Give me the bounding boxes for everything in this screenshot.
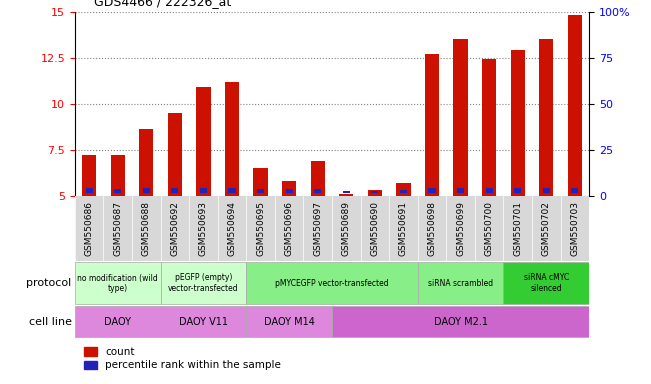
Bar [428,187,436,194]
Bar [171,187,178,194]
Bar [75,262,161,305]
Bar [282,181,296,196]
Text: GSM550701: GSM550701 [513,201,522,256]
Bar [418,262,503,305]
Bar [161,306,246,337]
Bar [510,50,525,196]
Bar [161,262,246,305]
Text: GSM550702: GSM550702 [542,201,551,256]
Text: GSM550692: GSM550692 [171,201,180,256]
Text: GSM550697: GSM550697 [313,201,322,256]
Bar [111,155,125,196]
Bar [253,168,268,196]
Text: pMYCEGFP vector-transfected: pMYCEGFP vector-transfected [275,279,389,288]
Bar [368,190,382,196]
Text: cell line: cell line [29,316,72,327]
Text: GDS4466 / 222326_at: GDS4466 / 222326_at [94,0,232,8]
Text: GSM550687: GSM550687 [113,201,122,256]
Bar [229,187,236,194]
Text: GSM550688: GSM550688 [142,201,151,256]
Bar [454,39,467,196]
Text: GSM550700: GSM550700 [484,201,493,256]
Bar [396,183,411,196]
Text: siRNA cMYC
silenced: siRNA cMYC silenced [523,273,569,293]
Text: no modification (wild
type): no modification (wild type) [77,273,158,293]
Text: pEGFP (empty)
vector-transfected: pEGFP (empty) vector-transfected [168,273,239,293]
Bar [143,188,150,194]
Bar [85,188,92,194]
Text: GSM550693: GSM550693 [199,201,208,256]
Text: DAOY V11: DAOY V11 [179,316,228,327]
Text: GSM550698: GSM550698 [428,201,437,256]
Text: GSM550691: GSM550691 [399,201,408,256]
Bar [114,189,121,194]
Bar [503,262,589,305]
Text: DAOY M14: DAOY M14 [264,316,314,327]
Bar [400,190,407,194]
Bar [246,306,332,337]
Bar [75,306,161,337]
Bar [286,189,293,194]
Bar [314,189,322,194]
Bar [342,191,350,194]
Bar [457,187,464,194]
Bar [311,161,325,196]
Text: GSM550696: GSM550696 [284,201,294,256]
Bar [139,129,154,196]
Text: siRNA scrambled: siRNA scrambled [428,279,493,288]
Bar [339,194,353,196]
Bar [332,306,589,337]
Legend: count, percentile rank within the sample: count, percentile rank within the sample [80,343,285,374]
Bar [486,188,493,194]
Text: GSM550703: GSM550703 [570,201,579,256]
Bar [257,189,264,194]
Bar [168,113,182,196]
Bar [197,87,210,196]
Bar [514,188,521,194]
Bar [425,54,439,196]
Bar [572,187,579,194]
Text: protocol: protocol [26,278,72,288]
Bar [246,262,418,305]
Text: DAOY: DAOY [104,316,132,327]
Bar [371,191,378,194]
Bar [568,15,582,196]
Bar [82,155,96,196]
Text: GSM550694: GSM550694 [227,201,236,256]
Text: GSM550695: GSM550695 [256,201,265,256]
Text: GSM550699: GSM550699 [456,201,465,256]
Bar [200,187,207,194]
Text: GSM550690: GSM550690 [370,201,380,256]
Text: DAOY M2.1: DAOY M2.1 [434,316,488,327]
Text: GSM550689: GSM550689 [342,201,351,256]
Bar [225,81,239,196]
Bar [543,188,550,194]
Bar [539,39,553,196]
Text: GSM550686: GSM550686 [85,201,94,256]
Bar [482,60,496,196]
